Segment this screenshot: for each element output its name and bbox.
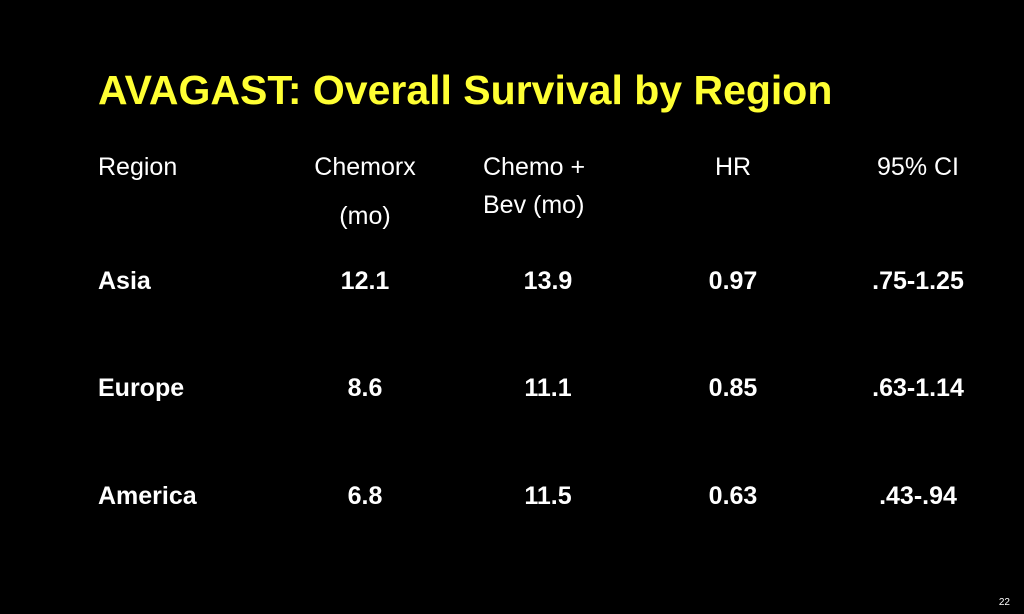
table-row-region: Europe: [98, 374, 185, 402]
table-row-chemo-bev: 13.9: [523, 267, 573, 295]
page-number: 22: [998, 597, 1010, 608]
header-chemorx: Chemorx: [314, 153, 416, 181]
table-row-region: America: [98, 482, 197, 510]
table-row-region: Asia: [98, 267, 151, 295]
table-row-chemo-bev: 11.1: [524, 374, 572, 402]
table-row-hr: 0.63: [708, 482, 758, 510]
table-row-chemorx: 8.6: [347, 374, 383, 402]
header-hr: HR: [714, 153, 752, 181]
table-row-hr: 0.85: [708, 374, 758, 402]
header-region: Region: [98, 153, 178, 181]
table-row-hr: 0.97: [708, 267, 758, 295]
header-chemo-bev: Chemo +: [483, 153, 586, 181]
table-row-ci: .43-.94: [879, 482, 957, 510]
header-ci: 95% CI: [877, 153, 959, 181]
table-row-ci: .63-1.14: [872, 374, 964, 402]
table-row-chemorx: 12.1: [340, 267, 390, 295]
table-row-chemorx: 6.8: [347, 482, 383, 510]
slide-title: AVAGAST: Overall Survival by Region: [98, 67, 833, 113]
table-row-ci: .75-1.25: [872, 267, 964, 295]
header-chemo-bev-unit: Bev (mo): [483, 191, 585, 219]
header-chemorx-unit: (mo): [339, 202, 391, 230]
table-row-chemo-bev: 11.5: [524, 482, 572, 510]
